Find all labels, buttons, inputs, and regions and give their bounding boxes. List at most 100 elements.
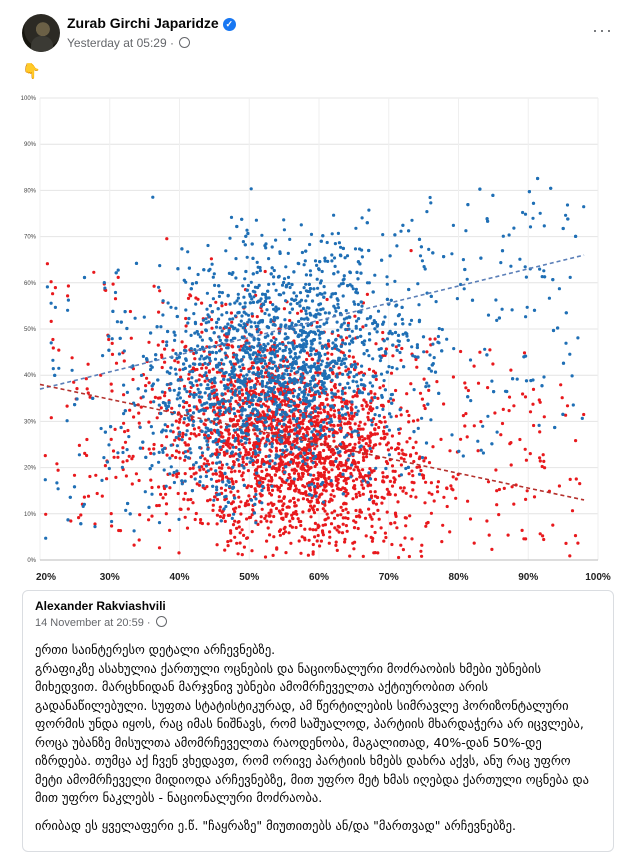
data-point: [72, 473, 77, 477]
data-point: [309, 353, 313, 357]
data-point: [230, 477, 234, 481]
data-point: [183, 366, 187, 370]
data-point: [296, 456, 300, 460]
data-point: [174, 455, 178, 460]
data-point: [341, 338, 345, 342]
data-point: [287, 531, 291, 535]
scatter-chart-image[interactable]: 0% 10% 20% 30% 40% 50% 60% 70% 80% 90% 100% 20% 30% 4…: [10, 88, 613, 588]
data-point: [568, 477, 572, 481]
data-point: [311, 357, 315, 362]
data-point: [235, 428, 240, 432]
data-point: [364, 442, 368, 446]
data-point: [234, 480, 238, 484]
data-point: [369, 535, 373, 539]
data-point: [149, 478, 153, 482]
data-point: [306, 451, 310, 456]
data-point: [344, 481, 348, 485]
data-point: [263, 292, 267, 297]
data-point: [429, 511, 433, 515]
data-point: [319, 539, 323, 543]
data-point: [214, 469, 218, 473]
data-point: [82, 275, 87, 280]
data-point: [254, 372, 258, 377]
post-timestamp[interactable]: Yesterday at 05:29: [67, 36, 167, 50]
data-point: [195, 367, 199, 372]
data-point: [270, 442, 274, 446]
data-point: [361, 554, 365, 558]
data-point: [323, 432, 327, 436]
data-point: [234, 362, 238, 366]
more-options-icon[interactable]: ···: [592, 20, 613, 40]
data-point: [328, 530, 332, 534]
data-point: [128, 408, 132, 412]
data-point: [247, 318, 251, 322]
data-point: [292, 394, 296, 398]
data-point: [130, 457, 134, 461]
data-point: [351, 355, 355, 359]
data-point: [185, 390, 189, 394]
data-point: [229, 311, 233, 315]
data-point: [445, 486, 449, 490]
data-point: [122, 421, 126, 425]
data-point: [320, 418, 324, 422]
data-point: [375, 324, 379, 328]
data-point: [279, 440, 284, 444]
data-point: [334, 459, 338, 463]
data-point: [251, 458, 255, 462]
data-point: [354, 495, 359, 499]
data-point: [260, 382, 264, 386]
data-point: [242, 295, 246, 299]
data-point: [158, 396, 162, 400]
data-point: [235, 541, 239, 545]
data-point: [315, 500, 319, 504]
data-point: [219, 380, 223, 384]
data-point: [542, 459, 546, 463]
post-author[interactable]: Zurab Girchi Japaridze ✓: [67, 15, 236, 31]
data-point: [274, 426, 278, 430]
data-point: [207, 428, 211, 433]
data-point: [173, 333, 177, 337]
data-point: [153, 395, 157, 399]
data-point: [278, 293, 283, 297]
data-point: [318, 324, 322, 329]
data-point: [66, 284, 70, 288]
data-point: [317, 456, 321, 460]
data-point: [223, 351, 227, 355]
data-point: [329, 493, 333, 497]
data-point: [281, 508, 285, 512]
data-point: [162, 468, 166, 472]
data-point: [196, 272, 200, 277]
data-point: [294, 487, 298, 491]
data-point: [306, 383, 310, 388]
data-point: [351, 337, 355, 341]
data-point: [306, 553, 310, 557]
data-point: [263, 555, 268, 559]
data-point: [236, 439, 240, 443]
post-author-name[interactable]: Zurab Girchi Japaridze: [67, 15, 219, 31]
data-point: [275, 344, 279, 348]
data-point: [511, 377, 515, 381]
data-point: [564, 341, 568, 345]
data-point: [289, 400, 293, 404]
data-point: [160, 365, 164, 370]
data-point: [329, 522, 334, 526]
data-point: [175, 444, 179, 448]
data-point: [177, 450, 181, 454]
data-point: [304, 396, 308, 400]
author-avatar[interactable]: [22, 14, 60, 52]
data-point: [329, 408, 333, 412]
data-point: [470, 298, 475, 302]
data-point: [262, 462, 266, 466]
data-point: [343, 487, 347, 491]
data-point: [226, 294, 230, 298]
data-point: [138, 513, 142, 517]
data-point: [188, 467, 192, 471]
data-point: [322, 420, 326, 424]
data-point: [427, 388, 431, 392]
data-point: [459, 349, 463, 354]
data-point: [187, 377, 191, 381]
data-point: [241, 422, 245, 426]
data-point: [191, 501, 195, 505]
data-point: [141, 395, 145, 399]
data-point: [362, 352, 366, 356]
